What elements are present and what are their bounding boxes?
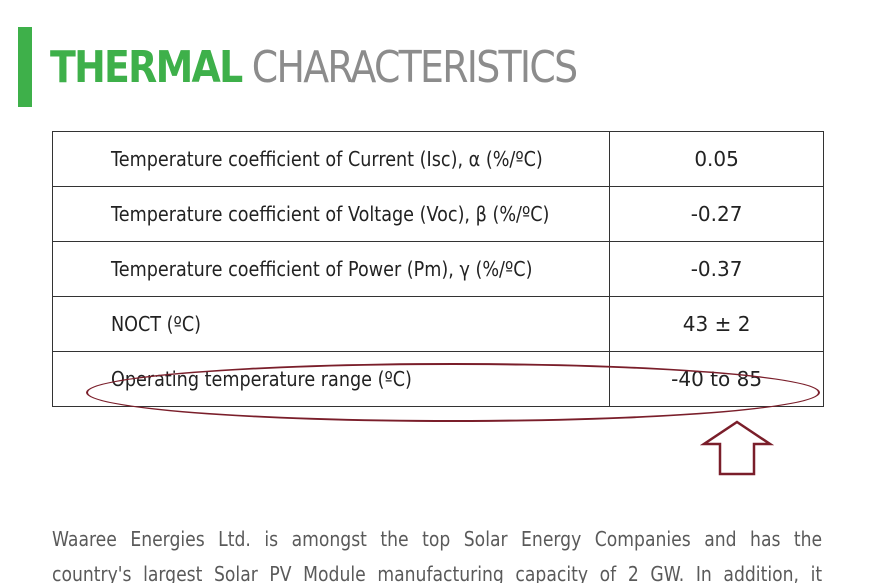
section-accent-bar [18, 27, 32, 107]
value-cell: -0.27 [609, 186, 824, 242]
table-row: Temperature coefficient of Power (Pm), γ… [51, 241, 824, 297]
section-title-bold: THERMAL [50, 42, 243, 93]
parameter-label: NOCT (ºC) [111, 312, 201, 336]
description-line-2: country's largest Solar PV Module manufa… [52, 562, 823, 583]
value-cell: -40 to 85 [609, 351, 824, 407]
table-row: Temperature coefficient of Current (Isc)… [51, 131, 824, 187]
table-row: Operating temperature range (ºC) -40 to … [51, 351, 824, 407]
up-arrow-outline-icon [700, 420, 774, 476]
description-line-1: Waaree Energies Ltd. is amongst the top … [52, 527, 823, 551]
value-cell: 43 ± 2 [609, 296, 824, 352]
parameter-cell: NOCT (ºC) [51, 296, 611, 352]
parameter-label: Temperature coefficient of Power (Pm), γ… [111, 257, 533, 281]
parameter-cell: Operating temperature range (ºC) [51, 351, 611, 407]
section-title: THERMAL CHARACTERISTICS [50, 38, 578, 98]
parameter-label: Temperature coefficient of Voltage (Voc)… [111, 202, 550, 226]
parameter-label: Operating temperature range (ºC) [111, 367, 412, 391]
table-row: NOCT (ºC) 43 ± 2 [51, 296, 824, 352]
value-cell: 0.05 [609, 131, 824, 187]
parameter-cell: Temperature coefficient of Voltage (Voc)… [51, 186, 611, 242]
parameter-cell: Temperature coefficient of Power (Pm), γ… [51, 241, 611, 297]
company-description: Waaree Energies Ltd. is amongst the top … [52, 522, 824, 583]
thermal-characteristics-table: Temperature coefficient of Current (Isc)… [51, 131, 824, 407]
value-cell: -0.37 [609, 241, 824, 297]
parameter-cell: Temperature coefficient of Current (Isc)… [51, 131, 611, 187]
table-row: Temperature coefficient of Voltage (Voc)… [51, 186, 824, 242]
section-title-light: CHARACTERISTICS [251, 42, 578, 93]
parameter-label: Temperature coefficient of Current (Isc)… [111, 147, 543, 171]
